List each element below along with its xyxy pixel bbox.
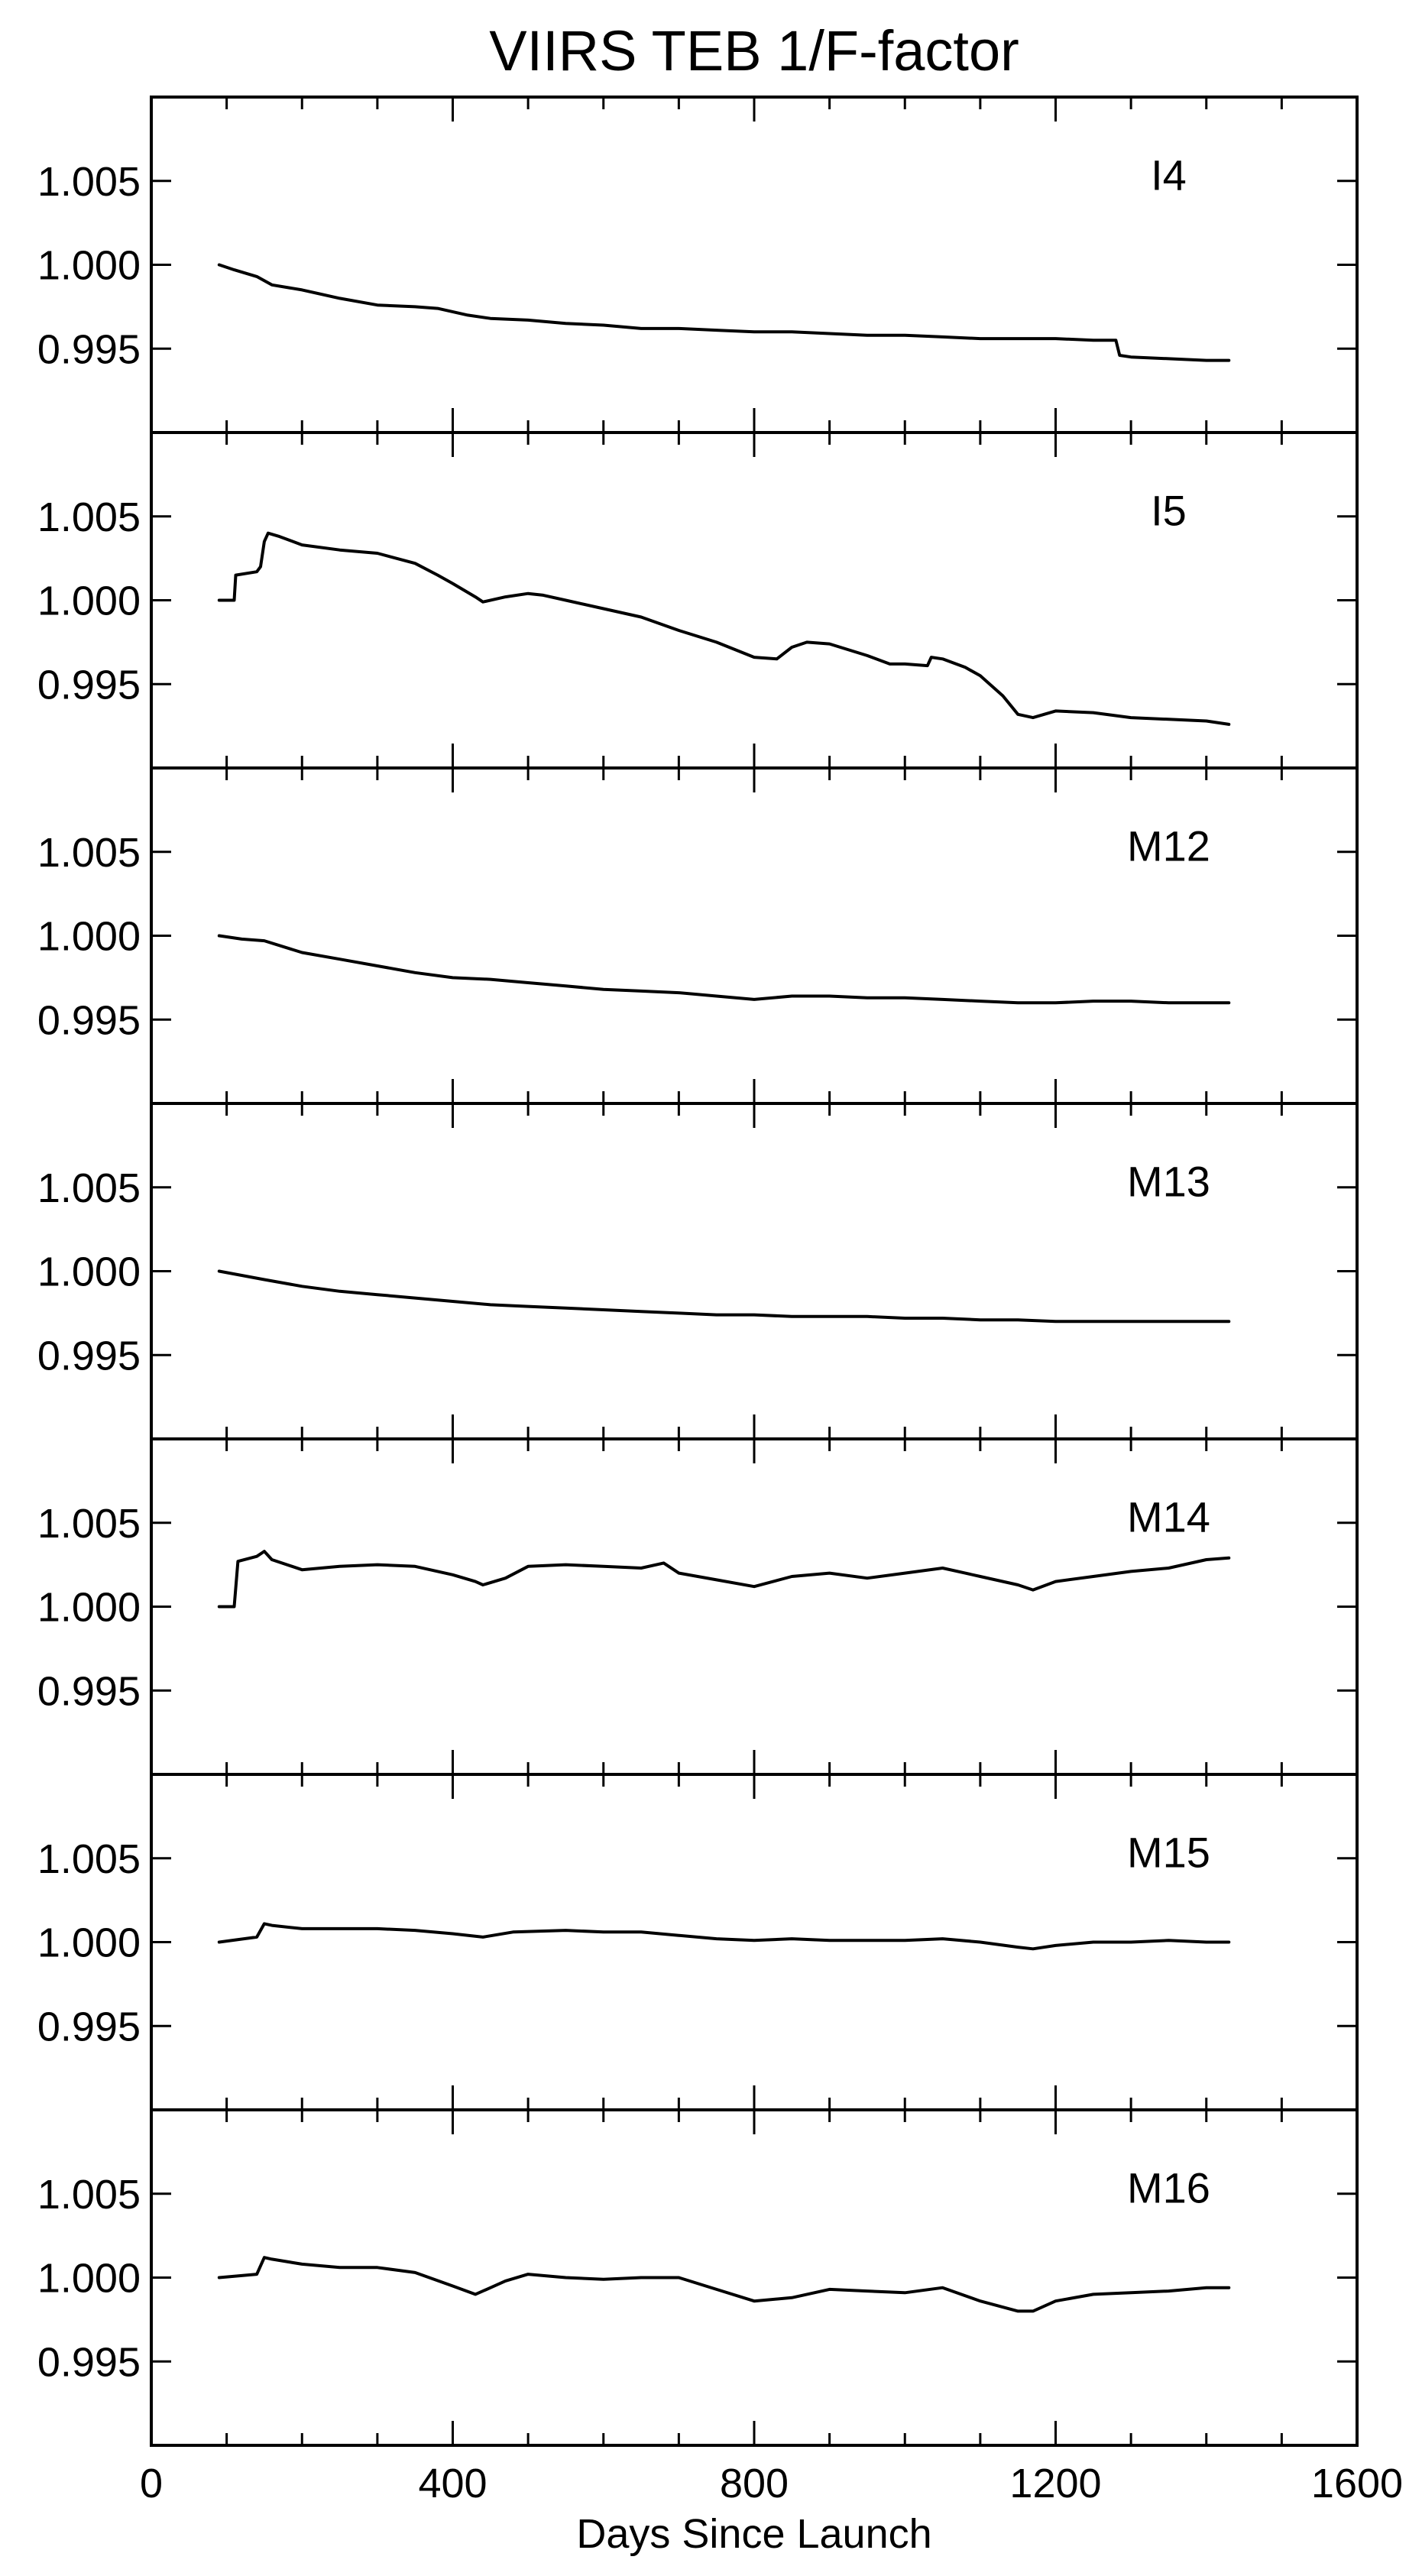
panel-i4: 0.995 1.000 1.005 I4 (37, 97, 1357, 433)
series-line-m14 (217, 1550, 1231, 1609)
panels-layer: 0.995 1.000 1.005 I4 0.995 1.000 1.005 I5 0.995 1… (37, 96, 1359, 2447)
chart-title: VIIRS TEB 1/F-factor (489, 19, 1019, 83)
y-tick-label: 0.995 (37, 997, 141, 1043)
x-tick-label: 800 (720, 2461, 789, 2506)
x-tick-label: 400 (418, 2461, 487, 2506)
y-tick-label: 0.995 (37, 662, 141, 708)
y-tick-label: 1.005 (37, 1836, 141, 1882)
y-tick-label: 1.000 (37, 1920, 141, 1966)
series-line-m12 (217, 934, 1231, 1005)
panel-m13: 0.995 1.000 1.005 M13 (37, 1102, 1357, 1439)
panel-m16: 0.995 1.000 1.005 M16 (37, 2108, 1357, 2445)
x-tick-label: 1600 (1311, 2461, 1403, 2506)
y-tick-label: 1.000 (37, 1249, 141, 1295)
series-line-m15 (217, 1922, 1231, 1951)
panel-i5: 0.995 1.000 1.005 I5 (37, 431, 1357, 768)
panel-label: M12 (1127, 822, 1210, 870)
y-tick-label: 1.000 (37, 2256, 141, 2302)
y-tick-label: 1.000 (37, 578, 141, 624)
x-axis: 0 400 800 1200 1600 (140, 2461, 1403, 2506)
series-line-m13 (217, 1269, 1231, 1324)
y-tick-label: 1.000 (37, 1585, 141, 1631)
panel-label: M14 (1127, 1493, 1210, 1541)
y-tick-label: 0.995 (37, 2339, 141, 2385)
y-tick-label: 0.995 (37, 1668, 141, 1714)
panel-label: M15 (1127, 1829, 1210, 1877)
y-tick-label: 0.995 (37, 2004, 141, 2049)
x-axis-label: Days Since Launch (576, 2511, 931, 2557)
x-tick-label: 1200 (1009, 2461, 1101, 2506)
y-tick-label: 1.005 (37, 494, 141, 540)
panel-label: M16 (1127, 2164, 1210, 2212)
y-tick-label: 1.000 (37, 914, 141, 960)
y-tick-label: 0.995 (37, 326, 141, 372)
x-tick-label: 0 (140, 2461, 163, 2506)
y-tick-label: 0.995 (37, 1333, 141, 1379)
panel-label: M13 (1127, 1158, 1210, 1206)
y-tick-label: 1.005 (37, 1501, 141, 1547)
series-line-i5 (217, 531, 1231, 726)
y-tick-label: 1.005 (37, 2172, 141, 2218)
y-tick-label: 1.005 (37, 1165, 141, 1211)
panel-label: I5 (1151, 487, 1187, 535)
panel-m15: 0.995 1.000 1.005 M15 (37, 1773, 1357, 2110)
y-tick-label: 1.000 (37, 243, 141, 289)
series-line-m16 (217, 2256, 1231, 2313)
y-tick-label: 1.005 (37, 159, 141, 205)
panel-label: I4 (1151, 151, 1187, 199)
panel-m12: 0.995 1.000 1.005 M12 (37, 766, 1357, 1103)
series-line-i4 (217, 263, 1231, 362)
y-tick-label: 1.005 (37, 830, 141, 876)
panel-m14: 0.995 1.000 1.005 M14 (37, 1437, 1357, 1774)
